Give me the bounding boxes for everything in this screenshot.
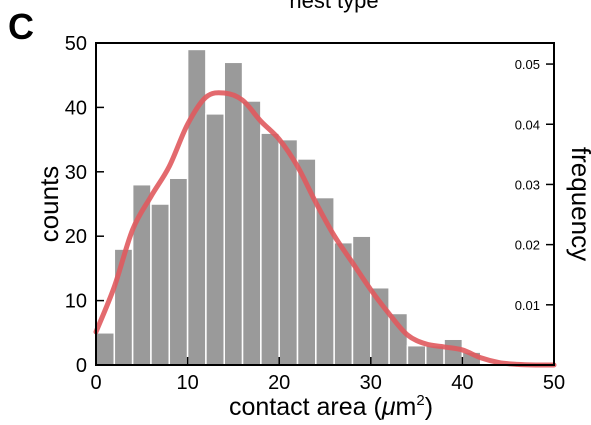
y2-axis-ticks: 0.01 0.02 0.03 0.04 0.05 xyxy=(515,57,554,313)
y-tick-label: 0 xyxy=(76,355,87,377)
x-axis-ticks: 0 10 20 30 40 50 xyxy=(90,357,565,394)
histogram-bar xyxy=(150,203,171,366)
histogram-bar xyxy=(168,177,189,366)
histogram-bar xyxy=(205,113,225,366)
x-tick-label: 10 xyxy=(176,372,198,394)
histogram-bar xyxy=(260,132,280,366)
y-tick-label: 50 xyxy=(65,33,87,55)
histogram-bar xyxy=(241,100,262,366)
histogram-bar xyxy=(113,248,134,366)
x-tick-label: 0 xyxy=(90,372,101,394)
frequency-density-curve xyxy=(93,90,557,368)
y-tick-label: 30 xyxy=(65,162,87,184)
histogram-bar xyxy=(443,338,464,366)
x-tick-label: 30 xyxy=(360,372,382,394)
y-tick-label: 10 xyxy=(65,291,87,313)
y-axis-ticks: 0 10 20 30 40 50 xyxy=(65,33,104,377)
x-tick-label: 40 xyxy=(451,372,473,394)
histogram-bar xyxy=(406,344,427,366)
panel-label: C xyxy=(8,6,34,47)
x-tick-label: 50 xyxy=(543,372,565,394)
y-tick-label: 40 xyxy=(65,97,87,119)
histogram-bars xyxy=(95,48,482,366)
x-axis-label: contact area (μm2) xyxy=(229,392,433,421)
plot-frame xyxy=(95,42,555,366)
y2-tick-label: 0.05 xyxy=(515,57,540,72)
y-axis-label: counts xyxy=(34,166,64,243)
y2-axis-label: frequency xyxy=(566,147,591,261)
histogram-bar xyxy=(351,235,372,366)
x-tick-label: 20 xyxy=(268,372,290,394)
histogram-bar xyxy=(223,61,244,366)
y2-tick-label: 0.04 xyxy=(515,117,540,132)
top-caption: nest type xyxy=(289,0,378,13)
histogram-bar xyxy=(95,332,116,366)
histogram-bar xyxy=(278,138,299,366)
histogram-bar xyxy=(296,158,317,366)
y-tick-label: 20 xyxy=(65,226,87,248)
y2-tick-label: 0.02 xyxy=(515,238,540,253)
y2-tick-label: 0.03 xyxy=(515,177,540,192)
y2-tick-label: 0.01 xyxy=(515,298,540,313)
